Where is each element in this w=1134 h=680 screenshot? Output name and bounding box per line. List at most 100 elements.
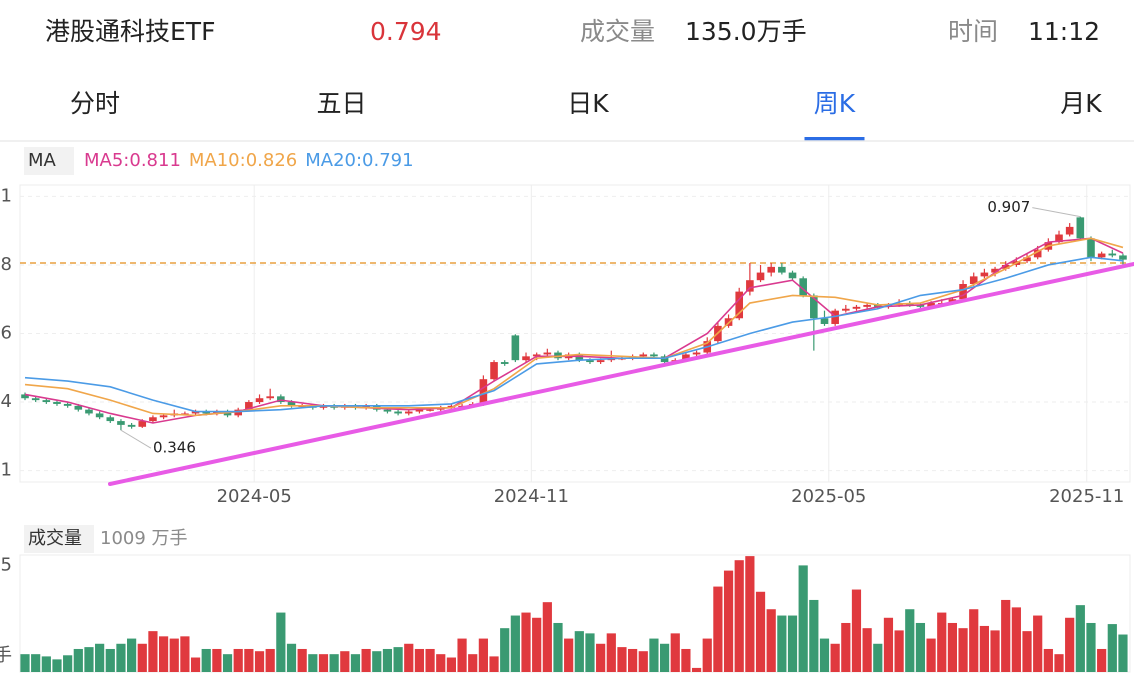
ma-line	[24, 256, 1124, 413]
volume-bar	[649, 638, 659, 672]
candle-body	[202, 411, 211, 414]
tab[interactable]: 月K	[1060, 89, 1102, 118]
volume-bar	[1011, 607, 1021, 672]
volume-bar	[212, 648, 222, 672]
volume-bar	[393, 647, 403, 672]
time-label: 时间	[948, 17, 998, 46]
y-tick-label: 6	[1, 323, 12, 344]
candle-body	[245, 402, 253, 410]
candle-body	[138, 421, 147, 427]
last-price: 0.794	[370, 17, 442, 46]
volume-bar	[819, 638, 830, 672]
candle-body	[746, 280, 754, 292]
tab[interactable]: 周K	[814, 89, 856, 118]
time-value: 11:12	[1028, 17, 1100, 46]
candle-body	[362, 405, 370, 408]
indicator-label: MA	[28, 150, 57, 171]
volume-bar	[63, 655, 73, 672]
volume-bar	[574, 631, 584, 672]
candle-body	[53, 402, 61, 404]
y-tick-label: 01	[0, 185, 12, 206]
volume-bar	[670, 633, 680, 672]
volume-bar	[851, 589, 862, 672]
volume-bar	[148, 631, 158, 672]
volume-bar	[372, 651, 382, 672]
volume-bar	[681, 648, 691, 672]
volume-bar	[659, 643, 670, 672]
candle-body	[106, 417, 115, 422]
candle-body	[1108, 253, 1117, 256]
volume-bar	[116, 643, 126, 672]
candle-body	[788, 272, 797, 279]
tab[interactable]: 日K	[567, 89, 609, 118]
candle-body	[394, 411, 402, 414]
candle-body	[543, 352, 552, 355]
volume-bar	[1097, 648, 1107, 672]
candle-body	[660, 356, 669, 363]
candle-body	[85, 409, 93, 414]
volume-bar	[127, 638, 137, 672]
volume-bar	[723, 570, 734, 672]
volume-bar	[787, 615, 798, 672]
candle-body	[213, 411, 221, 414]
fund-name: 港股通科技ETF	[45, 17, 215, 46]
volume-bar	[510, 615, 520, 672]
volume-bar	[244, 648, 254, 672]
candle-body	[234, 409, 243, 416]
volume-bar	[1001, 599, 1011, 672]
ma-legend: MA10:0.826	[189, 150, 297, 171]
y-tick-label: 手	[0, 645, 12, 666]
candle-body	[1001, 264, 1010, 269]
volume-bar	[73, 648, 83, 672]
x-tick-label: 2025-05	[791, 486, 866, 507]
candle-body	[586, 360, 594, 363]
tab[interactable]: 五日	[316, 89, 366, 118]
volume-bar	[382, 648, 393, 672]
volume-bar	[318, 654, 329, 672]
candle-body	[831, 310, 839, 324]
candle-body	[980, 272, 989, 277]
ma-legend: MA5:0.811	[84, 150, 181, 171]
volume-bar	[713, 586, 723, 672]
candle-body	[991, 268, 999, 273]
candle-body	[820, 318, 829, 324]
candle-body	[778, 266, 786, 273]
volume-bar	[969, 609, 979, 672]
volume-bar	[542, 602, 552, 672]
candle-body	[159, 415, 168, 418]
volume-bar	[414, 648, 425, 672]
volume-bar	[1043, 648, 1053, 672]
volume-bar	[1107, 624, 1117, 672]
volume-bar	[809, 599, 819, 672]
tab[interactable]: 分时	[70, 89, 120, 118]
volume-bar	[52, 659, 62, 672]
volume-bar	[41, 656, 51, 672]
volume-bar	[308, 654, 318, 672]
volume-bar	[894, 630, 904, 672]
volume-bar	[1118, 634, 1128, 672]
candle-body	[479, 379, 488, 404]
x-tick-label: 2024-05	[217, 486, 292, 507]
candle-body	[74, 405, 83, 410]
volume-bar	[926, 638, 936, 672]
volume-bar	[734, 560, 744, 672]
candle-body	[650, 354, 658, 357]
volume-bar	[404, 643, 414, 672]
ma-line	[24, 237, 1124, 417]
volume-bar	[446, 657, 457, 672]
volume-bar	[937, 612, 947, 672]
volume-bar	[95, 643, 105, 672]
candle-body	[639, 354, 648, 357]
volume-bar	[158, 636, 169, 672]
volume-bar	[500, 628, 510, 672]
candle-body	[149, 417, 157, 422]
volume-bar	[628, 648, 638, 672]
volume-bar	[915, 622, 926, 672]
volume-bar	[766, 609, 776, 672]
candle-body	[554, 352, 562, 359]
trend-line	[108, 262, 1134, 486]
volume-bar	[777, 615, 787, 672]
volume-bar	[190, 657, 201, 672]
volume-bar	[873, 643, 883, 672]
